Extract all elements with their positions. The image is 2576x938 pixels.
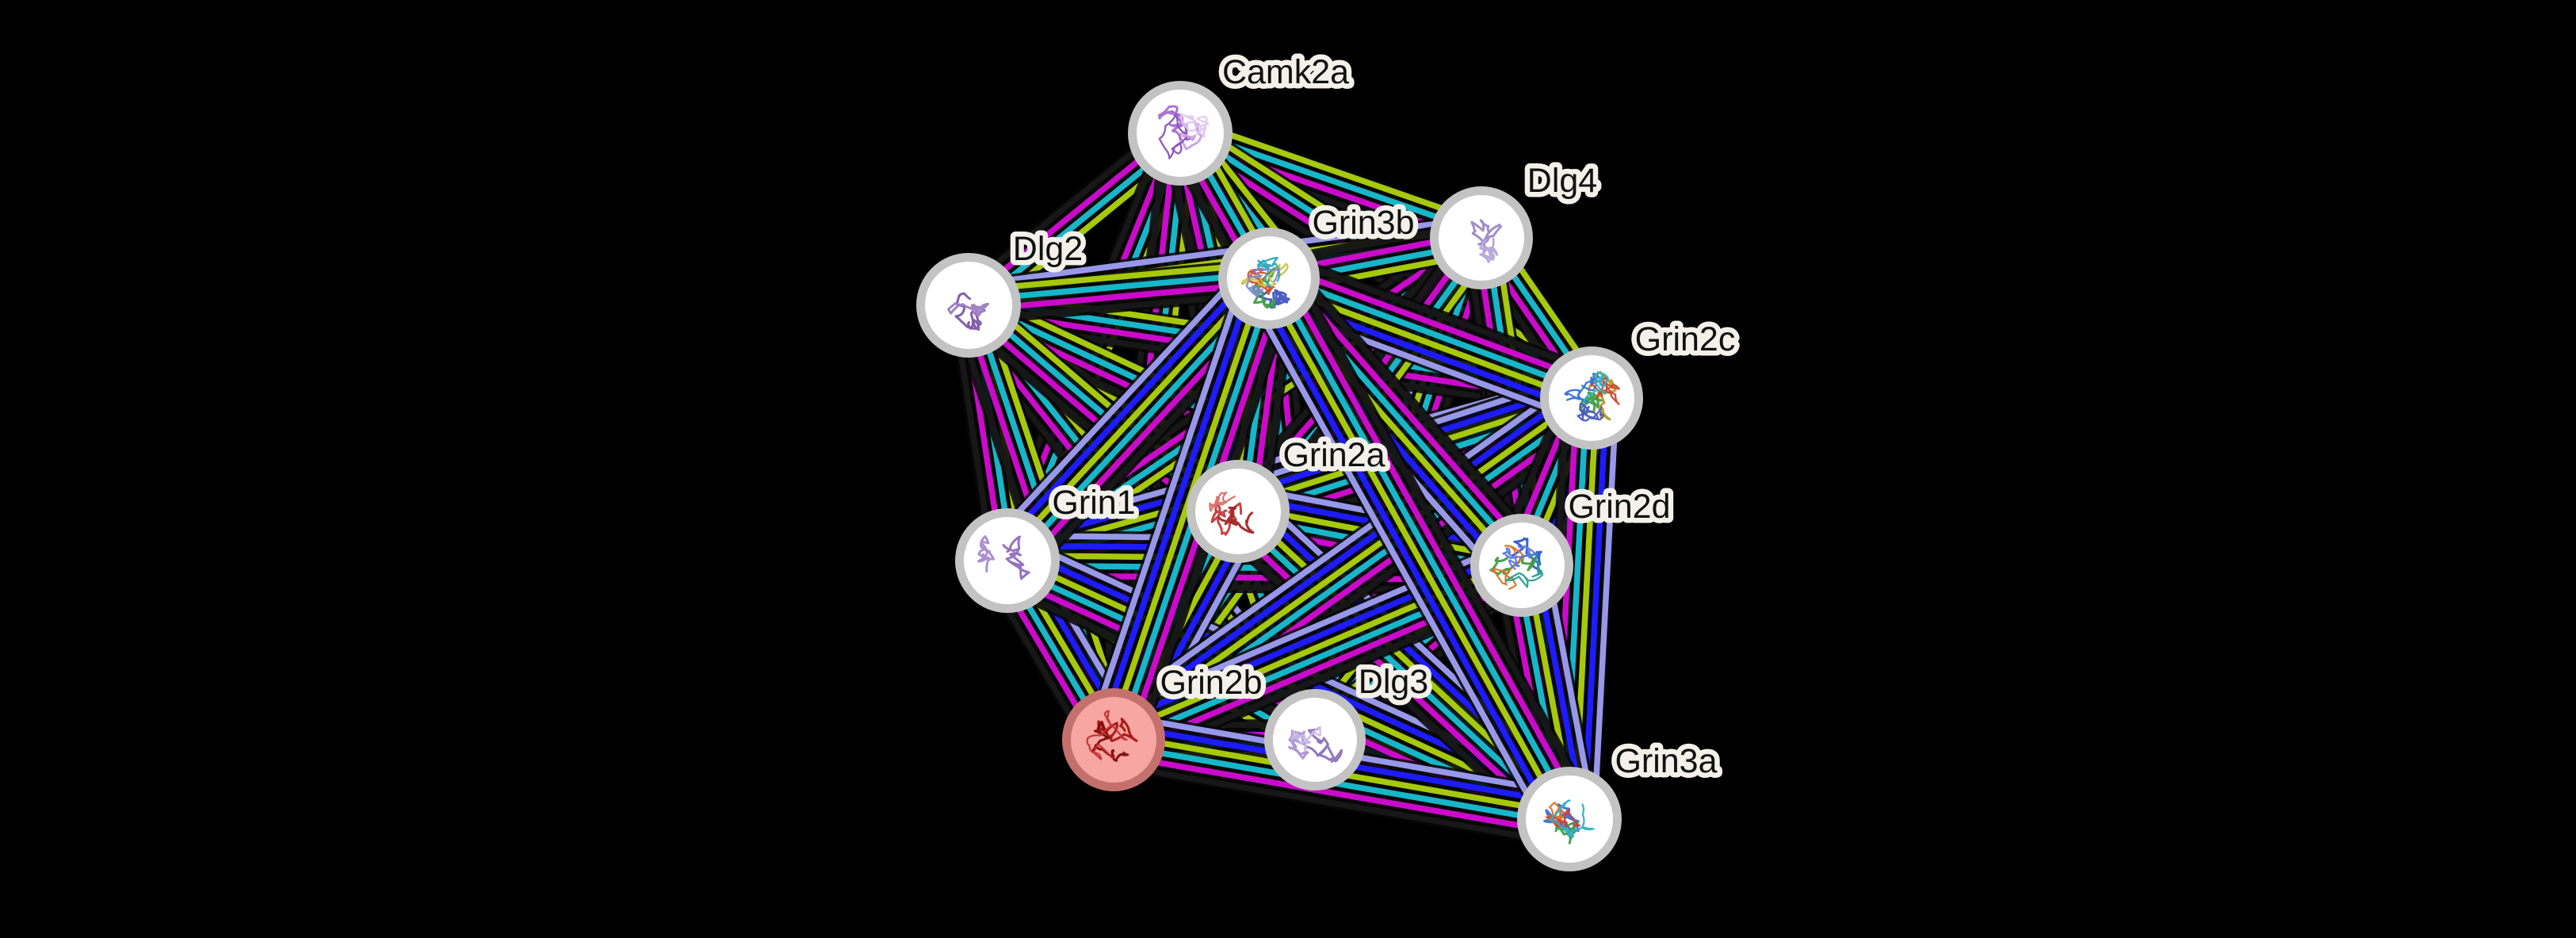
protein-ribbon-stroke [1577,402,1605,422]
node-label-grin1: Grin1 [1052,484,1135,522]
protein-structure-thumbnail [947,292,989,331]
protein-structure-thumbnail [1209,491,1255,536]
edge-strand-coexpression [1109,761,1566,847]
node-label-dlg3: Dlg3 [1359,663,1428,701]
edge-strand-homology [1097,375,1580,722]
protein-structure-thumbnail [1564,371,1620,422]
protein-ribbon-stroke [1504,552,1544,588]
protein-structure-thumbnail [1489,537,1544,590]
protein-ribbon-stroke [1158,113,1191,159]
node-label-dlg2: Dlg2 [1013,230,1083,268]
protein-ribbon-stroke [1218,506,1255,534]
node-grin2b[interactable] [1062,688,1165,791]
protein-structure-thumbnail [1470,219,1502,263]
node-label-grin2b: Grin2b [1160,664,1262,702]
nodes-layer [916,81,1643,871]
node-body [1273,698,1357,782]
node-grin1[interactable] [955,508,1060,613]
protein-ribbon-stroke [1583,371,1609,402]
node-body [1195,469,1281,554]
edge-strand-cooccurrence [1096,272,1258,737]
node-grin2a[interactable] [1187,460,1290,563]
protein-structure-thumbnail [1158,105,1210,159]
edge-strand-experiments [1110,751,1568,837]
edge-strand-cooccurrence [1253,284,1559,828]
edge-strand-experiments [1273,261,1598,387]
protein-ribbon-stroke [1290,726,1321,752]
edge-strand-homology [1244,289,1550,833]
edge-strand-database [1271,274,1577,818]
protein-ribbon-stroke [1158,105,1184,141]
protein-ribbon-stroke [1245,266,1280,297]
edge-strand-textmining [966,260,1268,294]
edge-strand-homology [987,259,1253,546]
edge-strand-coexpression [1276,252,1602,378]
protein-ribbon-stroke [1491,545,1525,590]
protein-ribbon-stroke [1548,799,1595,838]
edge-strand-experiments [1279,270,1585,814]
protein-ribbon-stroke [1502,545,1537,570]
node-label-grin3a: Grin3a [1615,742,1717,780]
protein-ribbon-stroke [1564,373,1600,404]
protein-ribbon-stroke [1591,377,1620,405]
protein-ribbon-stroke [1288,729,1309,760]
protein-ribbon-stroke [977,535,996,573]
protein-ribbon-stroke [1479,237,1499,263]
protein-structure-thumbnail [1240,257,1290,309]
edge-strand-cooccurrence [1103,383,1585,730]
edge-strand-homology [1591,399,1619,821]
edge-strand-textmining [1106,275,1267,740]
node-grin3b[interactable] [1218,228,1320,329]
edge-strand-cooccurrence [994,266,1260,553]
protein-ribbon-stroke [1091,721,1129,762]
edge-strand-coexpression [1285,259,1543,551]
node-dlg4[interactable] [1430,186,1533,289]
node-body [1439,195,1524,281]
node-body [1479,523,1565,608]
labels-layer: Camk2a Dlg4 Grin3b Dlg2 Grin2c Grin2a Grin1 Gri… [1007,48,1741,786]
node-grin2c[interactable] [1540,346,1643,450]
node-label-grin2a: Grin2a [1282,436,1385,474]
edge-strand-coexpression [1288,264,1594,809]
edge-strand-homology [1087,269,1248,733]
edge-strand-database [1269,270,1595,396]
protein-ribbon-stroke [1580,391,1603,415]
node-label-grin2d: Grin2d [1568,488,1670,526]
node-grin3a[interactable] [1517,767,1622,871]
protein-ribbon-stroke [1179,113,1210,138]
node-label-dlg4: Dlg4 [1527,162,1597,200]
protein-structure-thumbnail [977,535,1030,580]
edge-strand-cooccurrence [1580,398,1610,821]
protein-ribbon-stroke [1086,710,1128,760]
protein-ribbon-stroke [1209,491,1236,512]
edge-strand-homology [965,215,1480,289]
node-grin2d[interactable] [1470,514,1573,617]
protein-ribbon-stroke [1305,728,1343,763]
edge-backing [1242,263,1596,834]
protein-ribbon-stroke [1002,535,1030,580]
node-dlg3[interactable] [1264,689,1366,791]
protein-ribbon-stroke [1258,285,1290,309]
node-label-camk2a: Camk2a [1222,53,1349,91]
edge-grin3a-grin3b[interactable] [1242,263,1596,834]
protein-ribbon-stroke [954,292,982,331]
protein-structure-thumbnail [1543,799,1595,844]
node-label-grin3b: Grin3b [1312,204,1414,242]
protein-structure-thumbnail [1086,710,1138,762]
node-dlg2[interactable] [916,253,1021,358]
protein-ribbon-stroke [947,302,989,317]
edge-strand-textmining [1183,116,1488,227]
protein-ribbon-stroke [1470,219,1502,251]
edge-strand-textmining [1001,273,1268,560]
edge-strand-database [1112,741,1569,827]
edge-strand-textmining [1262,279,1568,823]
protein-ribbon-stroke [1240,262,1289,287]
node-camk2a[interactable] [1128,81,1233,186]
protein-structure-thumbnail [1288,726,1343,763]
node-body [925,262,1012,349]
node-label-grin2c: Grin2c [1635,320,1736,358]
